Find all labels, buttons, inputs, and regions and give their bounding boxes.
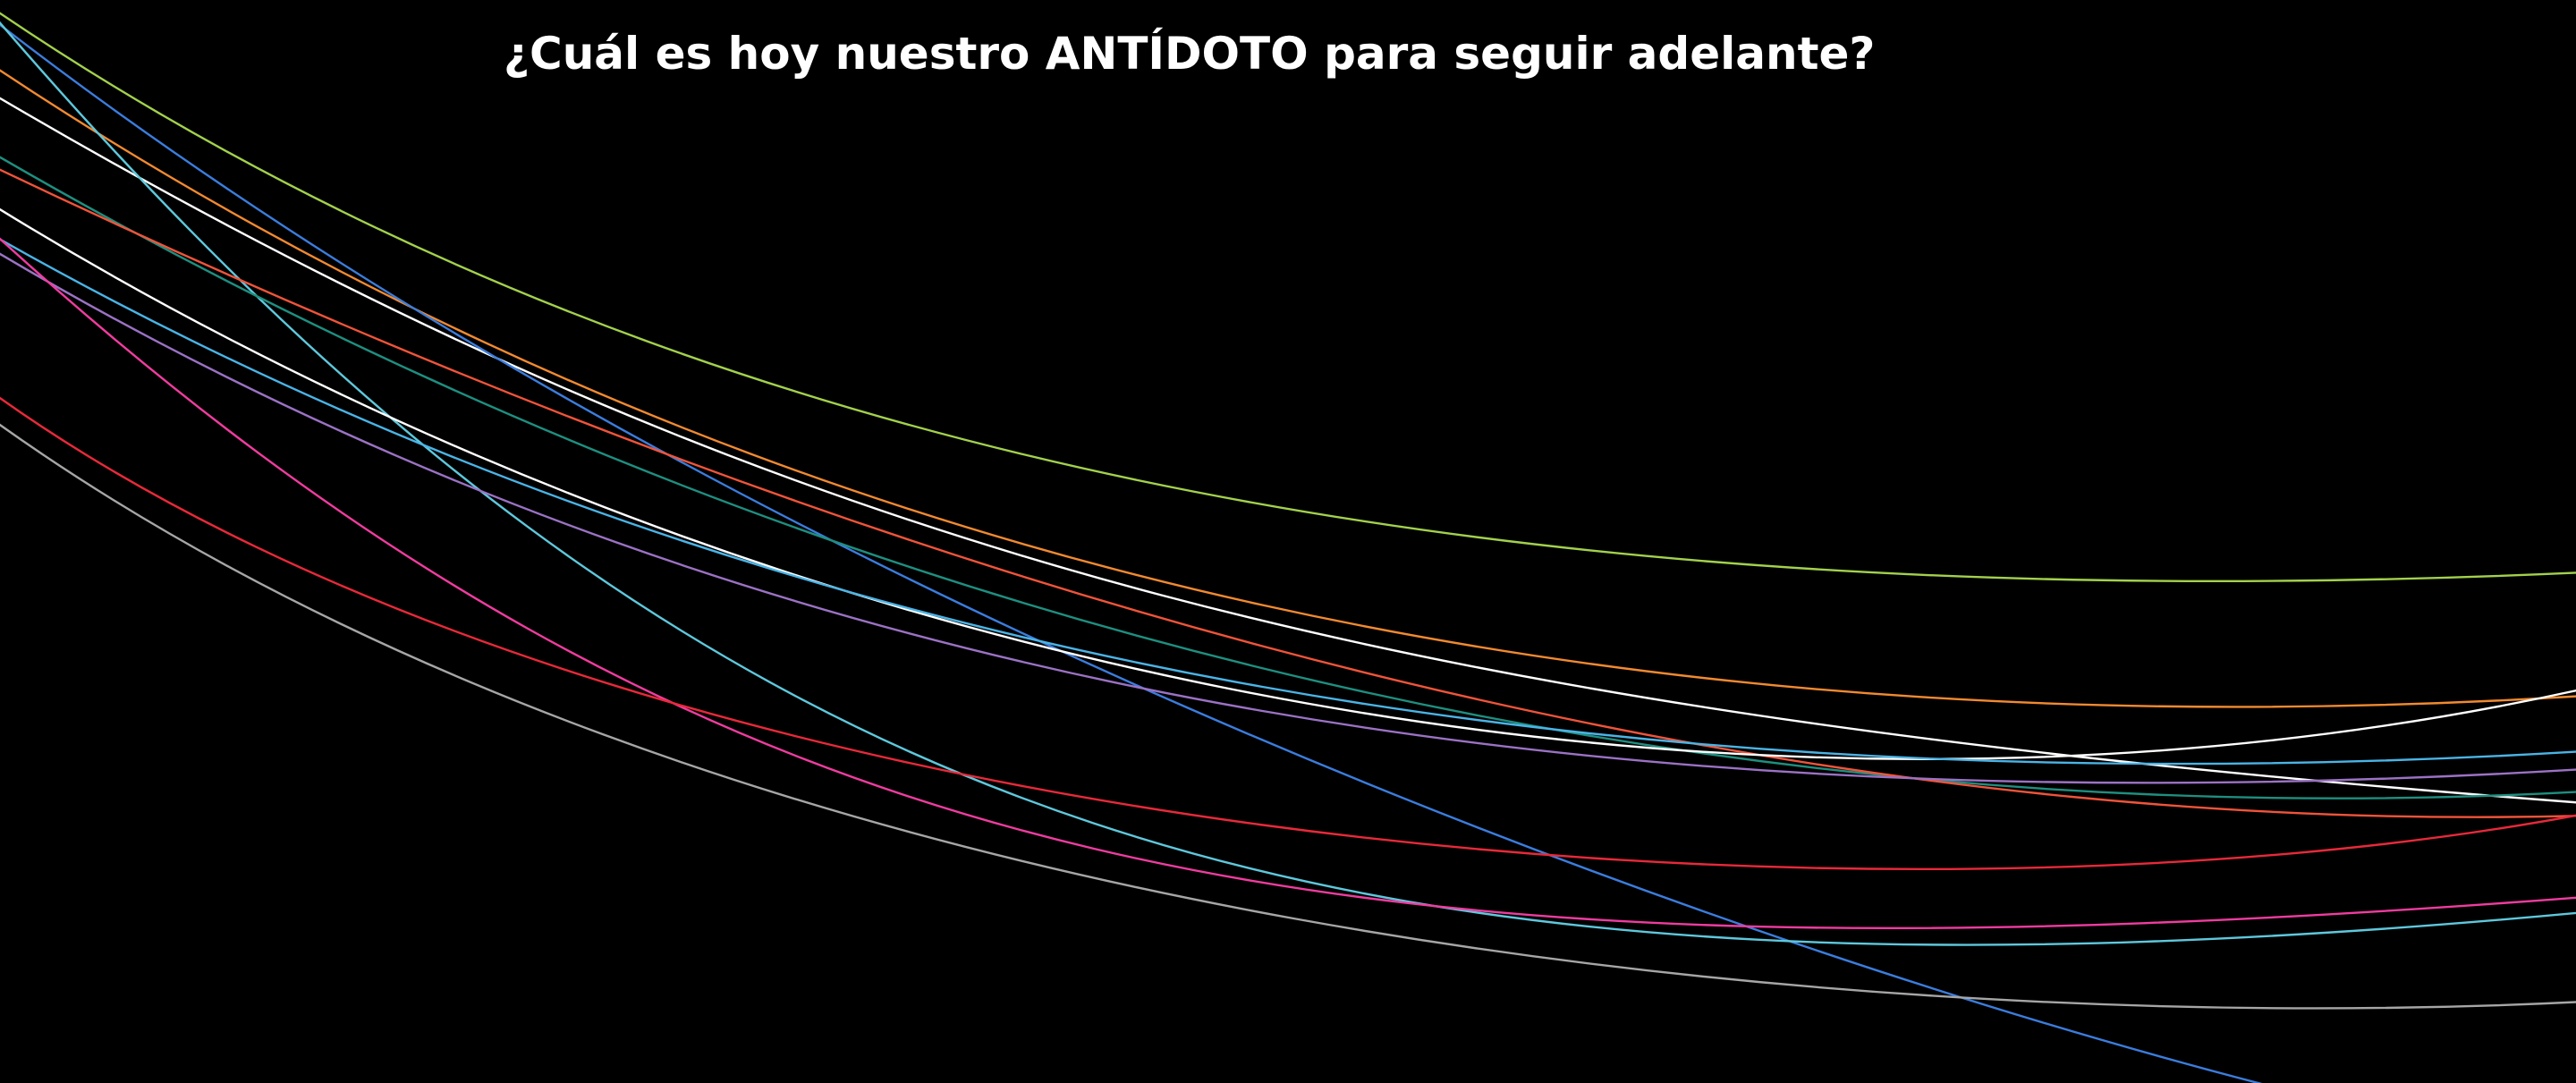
curve-line: [0, 69, 2576, 708]
curve-line: [0, 21, 2576, 946]
curve-line: [0, 12, 2576, 583]
curve-line: [0, 237, 2576, 930]
curve-line: [0, 238, 2576, 766]
curve-line: [0, 168, 2576, 818]
curve-line: [0, 396, 2576, 871]
curve-line: [0, 97, 2576, 804]
curve-line: [0, 207, 2576, 760]
curve-line: [0, 423, 2576, 1010]
curve-line: [0, 252, 2576, 784]
slide-title: ¿Cuál es hoy nuestro ANTÍDOTO para segui…: [504, 28, 1876, 80]
curve-line: [0, 23, 2263, 1083]
curve-line: [0, 156, 2576, 800]
